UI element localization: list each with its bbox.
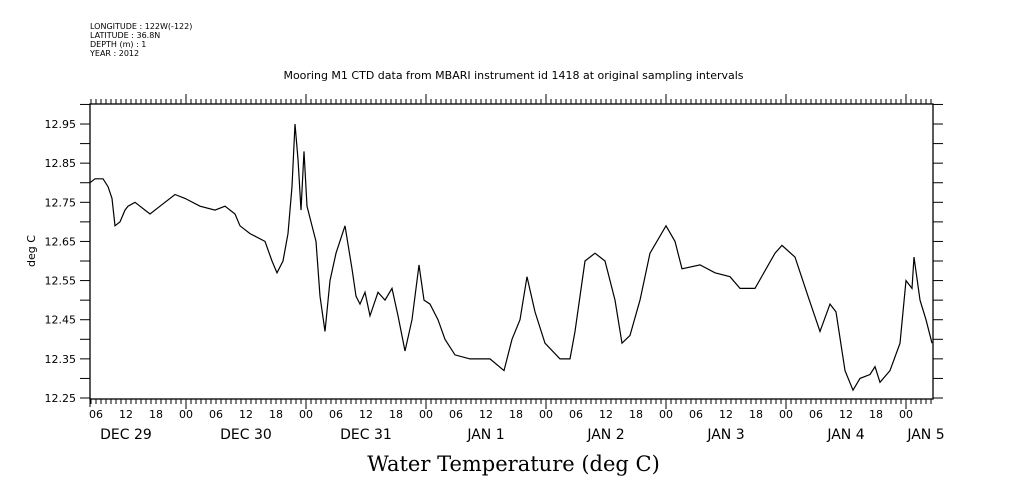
- x-tick-label: 18: [269, 408, 283, 421]
- y-tick-label: 12.65: [45, 235, 77, 248]
- x-day-label: JAN 2: [586, 427, 624, 443]
- metadata-latitude: LATITUDE : 36.8N: [90, 31, 161, 40]
- x-tick-label: 00: [899, 408, 913, 421]
- y-tick-label: 12.45: [45, 314, 77, 327]
- series-line-water-temperature: [89, 123, 933, 392]
- chart-title: Mooring M1 CTD data from MBARI instrumen…: [283, 69, 744, 82]
- y-tick-label: 12.85: [45, 157, 77, 170]
- metadata-depth: DEPTH (m) : 1: [90, 40, 147, 49]
- x-tick-label: 18: [509, 408, 523, 421]
- x-tick-label: 06: [449, 408, 463, 421]
- x-tick-label: 06: [809, 408, 823, 421]
- x-tick-label: 18: [629, 408, 643, 421]
- x-tick-label: 06: [329, 408, 343, 421]
- metadata-year: YEAR : 2012: [90, 49, 140, 58]
- x-tick-label: 00: [179, 408, 193, 421]
- x-tick-label: 18: [149, 408, 163, 421]
- y-tick-label: 12.95: [45, 118, 77, 131]
- y-tick-label: 12.75: [45, 196, 77, 209]
- x-tick-label: 18: [749, 408, 763, 421]
- y-tick-label: 12.55: [45, 275, 77, 288]
- x-tick-label: 18: [869, 408, 883, 421]
- x-tick-label: 12: [719, 408, 733, 421]
- metadata-block: LONGITUDE : 122W(-122) LATITUDE : 36.8N …: [90, 22, 192, 58]
- x-tick-label: 06: [89, 408, 103, 421]
- y-tick-label: 12.25: [45, 392, 77, 405]
- plot-frame: [89, 103, 934, 400]
- x-day-label: JAN 1: [466, 427, 504, 443]
- x-tick-label: 06: [689, 408, 703, 421]
- y-axis-label: deg C: [25, 235, 38, 267]
- x-tick-label: 06: [569, 408, 583, 421]
- metadata-longitude: LONGITUDE : 122W(-122): [90, 22, 193, 31]
- x-tick-label: 18: [389, 408, 403, 421]
- x-day-label: JAN 5: [906, 427, 944, 443]
- x-tick-label: 00: [539, 408, 553, 421]
- x-tick-label: 00: [659, 408, 673, 421]
- x-tick-label: 12: [119, 408, 133, 421]
- x-tick-label: 12: [239, 408, 253, 421]
- x-tick-label: 00: [419, 408, 433, 421]
- x-tick-label: 06: [209, 408, 223, 421]
- x-tick-label: 00: [779, 408, 793, 421]
- y-tick-label: 12.35: [45, 353, 77, 366]
- x-day-label: DEC 31: [340, 427, 392, 443]
- x-day-label: JAN 4: [826, 427, 864, 443]
- x-tick-label: 00: [299, 408, 313, 421]
- x-tick-label: 12: [839, 408, 853, 421]
- x-tick-label: 12: [599, 408, 613, 421]
- x-day-label: DEC 29: [100, 427, 152, 443]
- x-tick-label: 12: [359, 408, 373, 421]
- x-day-label: DEC 30: [220, 427, 272, 443]
- x-axis-title: Water Temperature (deg C): [367, 452, 660, 476]
- x-tick-label: 12: [479, 408, 493, 421]
- x-day-label: JAN 3: [706, 427, 744, 443]
